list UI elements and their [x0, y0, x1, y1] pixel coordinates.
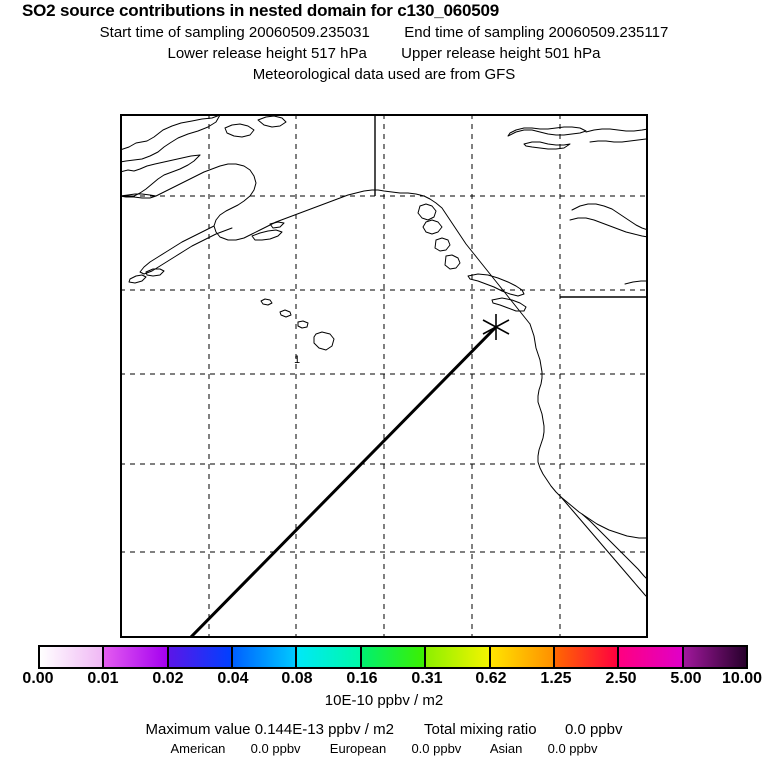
maximum-value-label: Maximum value [145, 721, 251, 738]
colorbar-strip[interactable] [38, 645, 748, 669]
colorbar-units-label: 10E-10 ppbv / m2 [324, 692, 444, 709]
start-time-value: 20060509.235031 [248, 24, 370, 41]
flight-track-line [188, 325, 498, 638]
page-title: SO2 source contributions in nested domai… [22, 1, 500, 20]
release-height-line: Lower release height 517 hPa Upper relea… [0, 43, 768, 64]
lower-release-label: Lower release height [167, 45, 307, 62]
colorbar-tick-2: 0.02 [152, 670, 184, 687]
colorbar-tick-3: 0.04 [217, 670, 249, 687]
header-block: SO2 source contributions in nested domai… [0, 0, 768, 85]
colorbar-tick-8: 1.25 [540, 670, 572, 687]
colorbar-segment-3 [233, 647, 298, 667]
map-panel[interactable]: 1 [120, 114, 648, 638]
total-mixing-ratio-value: 0.0 ppbv [564, 721, 623, 738]
footer-summary-row: Maximum value 0.144E-13 ppbv / m2 Total … [0, 720, 768, 740]
colorbar-tick-0: 0.00 [22, 670, 54, 687]
colorbar-tick-6: 0.31 [411, 670, 443, 687]
colorbar-tick-1: 0.01 [87, 670, 119, 687]
coastline-paths [120, 114, 648, 599]
colorbar-segment-9 [619, 647, 684, 667]
colorbar[interactable] [38, 645, 748, 669]
colorbar-segment-1 [104, 647, 169, 667]
maximum-value-value: 0.144E-13 ppbv / m2 [254, 721, 394, 738]
map-graphics [120, 114, 648, 638]
lower-release-value: 517 hPa [310, 45, 367, 62]
asian-value: 0.0 ppbv [547, 741, 598, 756]
colorbar-tick-9: 2.50 [605, 670, 637, 687]
footer-regions-row: American 0.0 ppbv European 0.0 ppbv Asia… [0, 740, 768, 758]
end-time-label: End time of sampling [404, 24, 545, 41]
upper-release-label: Upper release height [401, 45, 541, 62]
colorbar-segment-0 [40, 647, 105, 667]
footer-block: Maximum value 0.144E-13 ppbv / m2 Total … [0, 720, 768, 758]
european-value: 0.0 ppbv [411, 741, 462, 756]
american-label: American [170, 741, 226, 756]
colorbar-segment-4 [297, 647, 362, 667]
asian-label: Asian [489, 741, 523, 756]
colorbar-segment-6 [426, 647, 491, 667]
total-mixing-ratio-label: Total mixing ratio [424, 721, 537, 738]
upper-release-value: 501 hPa [544, 45, 601, 62]
release-location-star [482, 314, 510, 340]
colorbar-tick-4: 0.08 [281, 670, 313, 687]
american-value: 0.0 ppbv [250, 741, 301, 756]
colorbar-segment-8 [554, 647, 620, 667]
colorbar-segment-2 [168, 647, 234, 667]
colorbar-tick-11: 10.00 [721, 670, 763, 687]
colorbar-tick-labels: 0.00 0.01 0.02 0.04 0.08 0.16 0.31 0.62 … [0, 670, 768, 690]
european-label: European [329, 741, 387, 756]
end-time-value: 20060509.235117 [548, 24, 669, 41]
graticule-grid [120, 114, 648, 638]
political-borders [374, 114, 648, 298]
colorbar-tick-10: 5.00 [670, 670, 702, 687]
colorbar-segment-5 [361, 647, 427, 667]
start-time-label: Start time of sampling [99, 24, 245, 41]
colorbar-segment-7 [490, 647, 555, 667]
colorbar-segment-10 [683, 647, 746, 667]
colorbar-tick-5: 0.16 [346, 670, 378, 687]
meteorology-line: Meteorological data used are from GFS [252, 66, 516, 83]
sampling-time-line: Start time of sampling 20060509.235031 E… [0, 22, 768, 43]
colorbar-tick-7: 0.62 [475, 670, 507, 687]
grid-label-1: 1 [294, 354, 301, 366]
